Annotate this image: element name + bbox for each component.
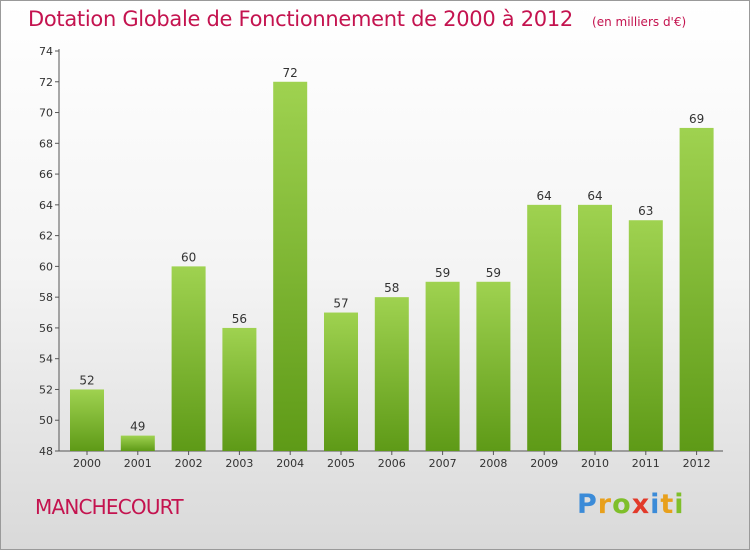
bar [324,312,358,451]
x-tick-label: 2000 [73,457,101,470]
data-label: 64 [537,189,552,203]
x-tick-label: 2010 [581,457,609,470]
x-tick-label: 2002 [175,457,203,470]
bar [679,127,714,451]
logo-letter: P [577,489,598,520]
bar [70,389,104,451]
y-tick-label: 54 [39,353,53,366]
logo-letter: i [674,489,685,520]
data-label: 72 [283,66,298,80]
chart-unit-note: (en milliers d'€) [592,15,687,29]
y-tick-label: 50 [39,414,53,427]
bar [171,266,206,451]
bar [527,204,562,451]
y-tick-label: 56 [39,322,53,335]
y-tick-label: 52 [39,383,53,396]
data-labels: 52 49 60 56 72 57 58 59 59 64 64 63 69 [79,66,704,434]
chart-title-block: Dotation Globale de Fonctionnement de 20… [28,7,686,31]
data-label: 49 [130,420,145,434]
bar [476,281,511,451]
y-tick-label: 60 [39,260,53,273]
x-tick-label: 2009 [530,457,558,470]
data-label: 60 [181,250,196,264]
y-tick-label: 74 [39,45,53,58]
logo-letter: o [612,489,632,520]
x-tick-label: 2001 [124,457,152,470]
y-tick-label: 70 [39,107,53,120]
data-label: 52 [79,373,94,387]
y-tick-label: 58 [39,291,53,304]
x-tick-label: 2006 [378,457,406,470]
data-label: 59 [435,266,450,280]
data-label: 64 [587,189,602,203]
y-tick-label: 64 [39,199,53,212]
x-tick-label: 2012 [683,457,711,470]
logo-letter: r [597,489,613,520]
bar [120,435,155,451]
bar [425,281,460,451]
x-tick-label: 2005 [327,457,355,470]
y-tick-label: 66 [39,168,53,181]
x-tick-label: 2004 [276,457,304,470]
y-tick-label: 68 [39,137,53,150]
data-label: 69 [689,112,704,126]
bar [222,327,257,451]
data-label: 63 [638,204,653,218]
bar [578,204,612,451]
logo-letter: i [650,489,661,520]
axes: 48 50 52 54 56 58 60 62 64 66 68 70 72 74 2000 2001 2002… [39,45,723,470]
data-label: 59 [486,266,501,280]
logo-letter: x [631,489,651,520]
x-tick-label: 2007 [429,457,457,470]
chart-title: Dotation Globale de Fonctionnement de 20… [28,7,573,31]
y-tick-label: 48 [39,445,53,458]
logo-letter: t [660,489,675,520]
x-tick-label: 2011 [632,457,660,470]
commune-name: MANCHECOURT [35,495,184,519]
bar [628,220,663,451]
y-tick-label: 72 [39,76,53,89]
x-tick-label: 2008 [479,457,507,470]
bar [273,81,308,452]
data-label: 56 [232,312,247,326]
proxiti-logo: Proxiti [577,489,685,520]
bar [374,297,409,451]
y-tick-label: 62 [39,230,53,243]
x-tick-label: 2003 [225,457,253,470]
data-label: 58 [384,281,399,295]
data-label: 57 [333,297,348,311]
bars [70,81,714,452]
